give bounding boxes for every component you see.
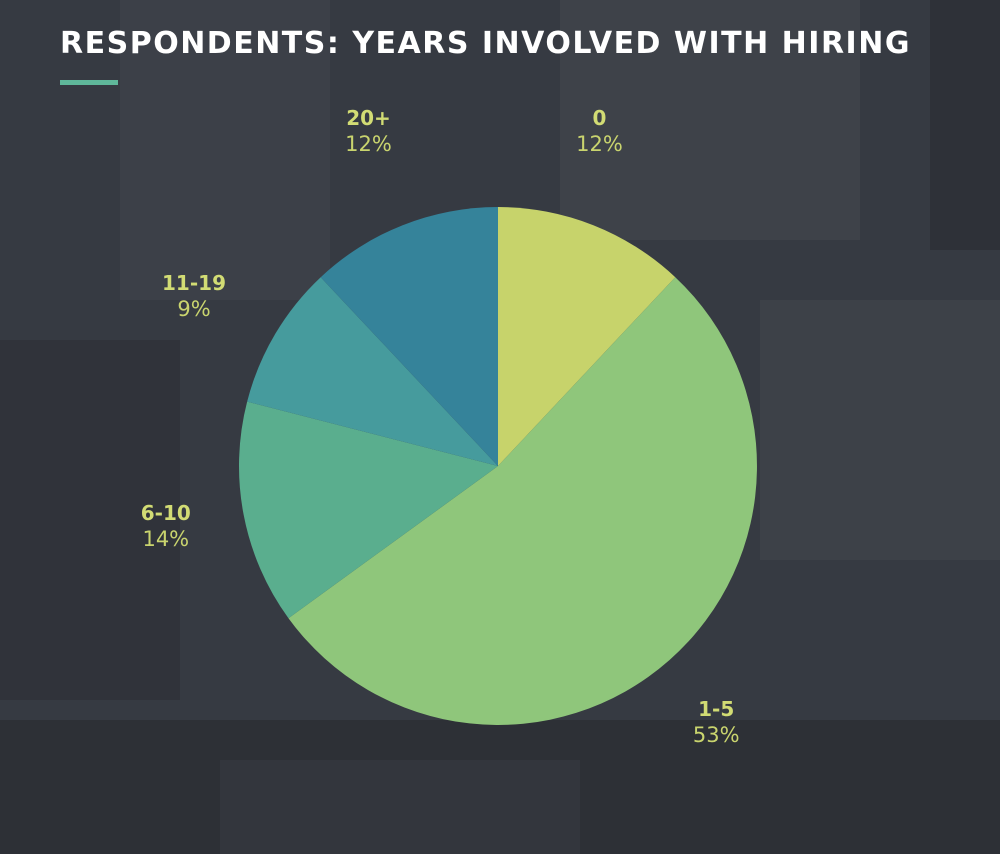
pie-slice-0 (498, 207, 676, 466)
slice-category: 6-10 (140, 500, 191, 525)
slice-percentage: 9% (177, 297, 211, 321)
slice-category: 20+ (346, 106, 391, 131)
slice-label: 20+ 12% (299, 105, 439, 158)
slice-label: 0 12% (530, 105, 670, 158)
slice-percentage: 14% (142, 526, 190, 551)
pie-slice-11-19 (247, 277, 498, 466)
slice-percentage: 12% (576, 132, 623, 157)
pie-slice-6-10 (239, 401, 498, 619)
slice-percentage: 53% (692, 722, 740, 747)
title-underline (60, 80, 118, 85)
pie-slice-1-5 (288, 277, 757, 725)
pie-slice-20- (320, 207, 498, 466)
slice-percentage: 12% (345, 132, 392, 157)
slice-category: 11-19 (162, 271, 226, 295)
slice-label: 11-19 9% (124, 270, 264, 323)
slice-category: 1-5 (698, 696, 735, 721)
slice-category: 0 (592, 106, 607, 131)
chart-title: RESPONDENTS: YEARS INVOLVED WITH HIRING (60, 26, 911, 61)
slice-label: 6-10 14% (96, 500, 236, 553)
slice-label: 1-5 53% (646, 696, 786, 749)
